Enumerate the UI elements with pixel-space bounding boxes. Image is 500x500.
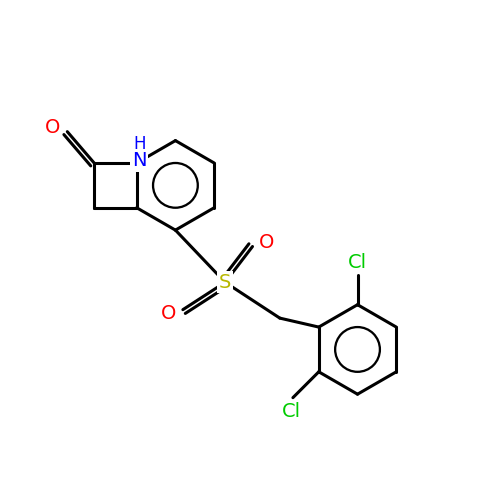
Text: Cl: Cl (282, 402, 302, 421)
Text: O: O (258, 233, 274, 252)
Text: H: H (133, 135, 145, 153)
Text: N: N (132, 151, 146, 170)
Text: O: O (162, 304, 176, 323)
Text: S: S (219, 273, 232, 292)
Text: O: O (44, 118, 60, 137)
Text: Cl: Cl (348, 253, 367, 272)
